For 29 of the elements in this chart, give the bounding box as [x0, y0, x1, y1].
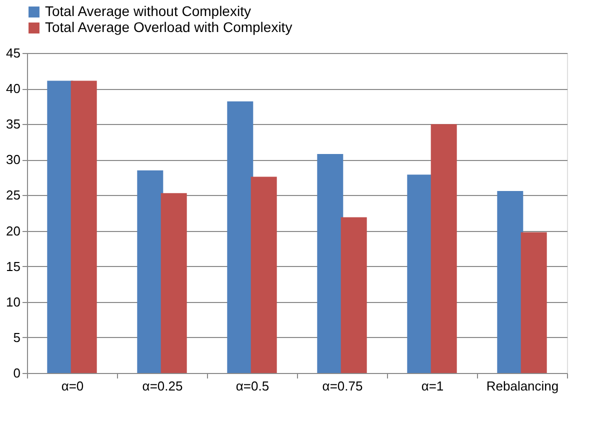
x-tick-label: α=0.25 [142, 378, 183, 394]
y-tick-label: 40 [6, 81, 20, 96]
bar [250, 176, 277, 373]
bar [227, 101, 254, 373]
legend-label: Total Average without Complexity [45, 3, 251, 19]
y-tick-label: 15 [6, 258, 20, 274]
y-tick-label: 0 [13, 366, 20, 380]
bar [497, 190, 524, 373]
y-tick-label: 25 [6, 188, 20, 203]
y-tick-label: 30 [6, 152, 20, 168]
x-tick-label: α=0.5 [236, 378, 270, 394]
x-tick-label: Rebalancing [486, 378, 559, 394]
bar [430, 124, 457, 373]
bar [160, 193, 187, 373]
bar [340, 217, 367, 373]
bar [520, 232, 547, 373]
y-tick-label: 45 [6, 46, 20, 60]
x-tick-label: α=0.75 [322, 378, 363, 394]
bar [47, 80, 74, 373]
bar [137, 170, 164, 373]
bar [70, 80, 97, 373]
y-tick-label: 20 [6, 223, 20, 238]
x-tick-label: α=1 [421, 378, 444, 394]
y-tick-label: 10 [6, 294, 20, 310]
bar [317, 154, 344, 373]
legend-label: Total Average Overload with Complexity [45, 19, 292, 35]
x-tick-label: α=0 [61, 378, 84, 394]
y-tick-label: 5 [13, 330, 20, 345]
y-tick-label: 35 [6, 116, 20, 132]
